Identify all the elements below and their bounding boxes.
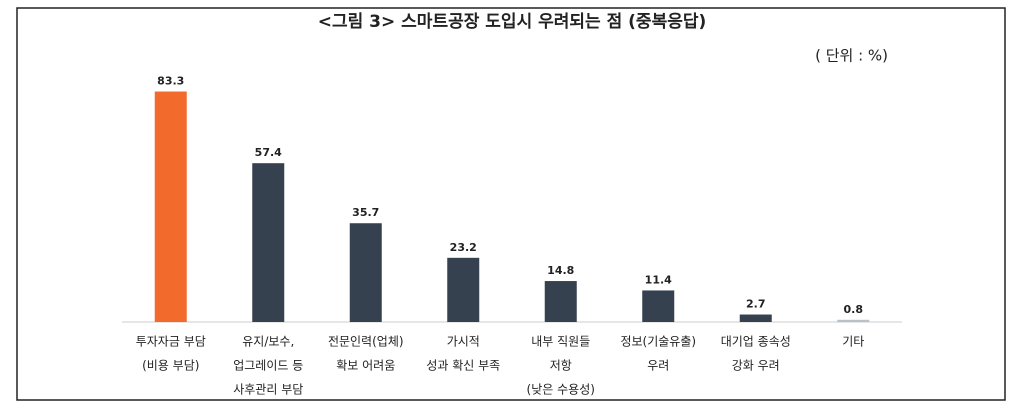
- value-label: 2.7: [746, 298, 766, 311]
- bar: [837, 319, 870, 322]
- x-tick-label: 투자자금 부담: [136, 335, 206, 349]
- chart-title: <그림 3> 스마트공장 도입시 우려되는 점 (중복응답): [318, 12, 707, 32]
- bar: [739, 314, 772, 322]
- value-label: 35.7: [352, 206, 379, 219]
- x-tick-label: 사후관리 부담: [233, 383, 303, 397]
- x-tick-label: (비용 부담): [142, 359, 199, 373]
- bar: [447, 257, 480, 322]
- x-tick-label: 대기업 종속성: [721, 335, 791, 349]
- x-tick-label: 유지/보수,: [242, 335, 294, 349]
- x-tick-label: (낮은 수용성): [527, 383, 595, 397]
- x-tick-label: 기타: [842, 335, 864, 349]
- unit-label: ( 단위 : %): [815, 47, 888, 65]
- x-tick-label: 정보(기술유출): [620, 335, 696, 349]
- bar: [544, 281, 577, 322]
- x-tick-label: 저항: [550, 359, 572, 373]
- value-label: 57.4: [255, 146, 282, 159]
- value-label: 83.3: [157, 75, 184, 88]
- x-tick-label: 가시적: [447, 335, 480, 349]
- value-label: 14.8: [547, 264, 574, 277]
- bar: [642, 290, 675, 322]
- bar: [349, 223, 382, 322]
- bar: [154, 91, 187, 322]
- x-tick-label: 확보 어려움: [336, 359, 395, 373]
- x-tick-label: 우려: [647, 359, 669, 373]
- value-label: 11.4: [645, 273, 672, 286]
- x-tick-label: 내부 직원들: [531, 335, 590, 349]
- x-tick-label: 성과 확신 부족: [426, 359, 500, 373]
- x-tick-label: 전문인력(업체): [328, 335, 404, 349]
- bar: [252, 163, 285, 322]
- value-label: 0.8: [844, 303, 864, 316]
- x-tick-label: 업그레이드 등: [233, 359, 303, 373]
- value-label: 23.2: [450, 241, 477, 254]
- x-tick-label: 강화 우려: [732, 359, 780, 373]
